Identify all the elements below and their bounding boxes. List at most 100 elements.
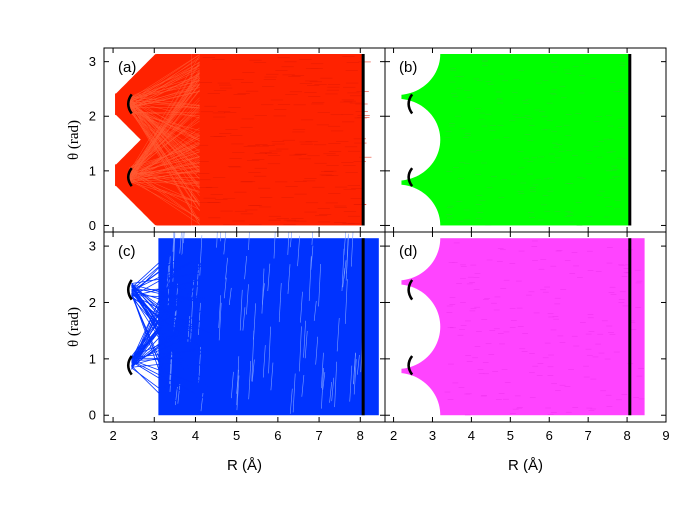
trajectory-line [131,308,204,366]
trajectory-line [129,71,200,173]
trajectory-line [129,165,200,175]
trajectory-line [129,91,200,109]
texture-mark [225,257,228,280]
texture-mark [313,300,317,321]
excluded-region-1 [397,372,441,422]
panel-c [103,231,386,423]
panel-frame-d [384,231,667,423]
trajectory-line [131,296,210,353]
panels-group [103,47,667,423]
texture-mark [268,326,271,374]
trajectory-line [129,77,200,102]
excluded-region-2 [397,284,441,370]
trajectory-line [129,166,200,180]
texture-mark [270,362,274,391]
y-tick-label: 1 [89,351,96,366]
texture-mark [172,232,175,252]
texture-mark [223,232,227,255]
texture-mark [344,279,348,324]
trajectory-line [131,293,170,388]
trajectory-line [129,55,200,172]
y-tick-label: 2 [89,109,96,124]
texture-mark [228,287,232,306]
texture-mark [321,352,324,389]
panel-label-b: (b) [399,59,417,76]
trajectory-line [129,99,200,107]
texture-mark [199,235,203,276]
trajectory-line [129,87,200,109]
texture-mark [244,255,247,280]
y-tick-label: 0 [89,218,96,233]
trajectory-line [129,120,200,169]
texture-mark [289,388,293,414]
texture-mark [231,371,234,399]
scatter-region-main [191,54,363,226]
trajectory-line [129,156,200,174]
trajectory-line [129,84,200,100]
texture-mark [261,268,265,314]
y-axis-title: θ (rad) [66,120,82,160]
excluded-region-3 [397,232,441,281]
trajectory-line [129,69,200,103]
marker-segment-2 [407,279,414,301]
trajectory-line [131,294,198,398]
x-axis-title: R (Å) [508,457,543,474]
y-tick-label: 0 [89,408,96,423]
texture-mark [172,233,176,282]
trajectory-line [129,181,200,184]
panel-d [384,231,667,423]
trajectory-line [129,61,200,108]
plot-area-c [131,232,379,416]
texture-mark [308,256,312,301]
texture-mark [267,263,271,292]
texture-mark [290,232,293,248]
texture-mark [300,291,303,323]
texture-mark [349,365,353,402]
trajectory-line [129,62,200,101]
texture-mark [311,232,313,245]
texture-mark [223,277,227,299]
texture-mark [341,248,345,292]
plot-area-a [115,54,372,226]
trajectory-line [129,170,200,188]
trajectory-line [131,290,179,305]
x-tick-label: 4 [192,428,199,443]
trajectory-line [129,102,200,206]
texture-mark [318,263,321,307]
trajectory-line [131,288,211,377]
trajectory-line [131,280,198,297]
trajectory-line [129,78,200,179]
trajectory-line [131,283,206,356]
texture-mark [181,232,184,256]
trajectory-line [131,305,191,367]
trajectory-line [129,167,200,221]
texture-mark [198,302,201,335]
trajectory-line [129,110,200,142]
trajectory-line [129,73,200,182]
trajectory-line [129,104,200,141]
texture-mark [336,318,340,352]
trajectory-line [129,65,200,112]
trajectory-line [131,348,196,366]
trajectory-line [129,180,200,219]
texture-mark [239,289,243,331]
blank-left [385,48,402,232]
trajectory-line [129,90,200,108]
trajectory-line [129,100,200,119]
trajectory-line [129,149,200,173]
texture-mark [236,375,240,411]
texture-mark [262,345,266,378]
texture-mark [191,280,195,298]
x-tick-label: 7 [585,428,592,443]
texture-mark [172,232,175,264]
texture-mark [251,330,255,382]
panel-label-c: (c) [118,243,136,260]
trajectory-line [129,58,200,104]
trajectory-line [129,99,200,180]
texture-mark [353,353,356,385]
trajectory-line [129,100,200,136]
trajectory-line [131,367,177,402]
texture-mark [329,382,332,403]
trajectory-line [129,144,200,181]
